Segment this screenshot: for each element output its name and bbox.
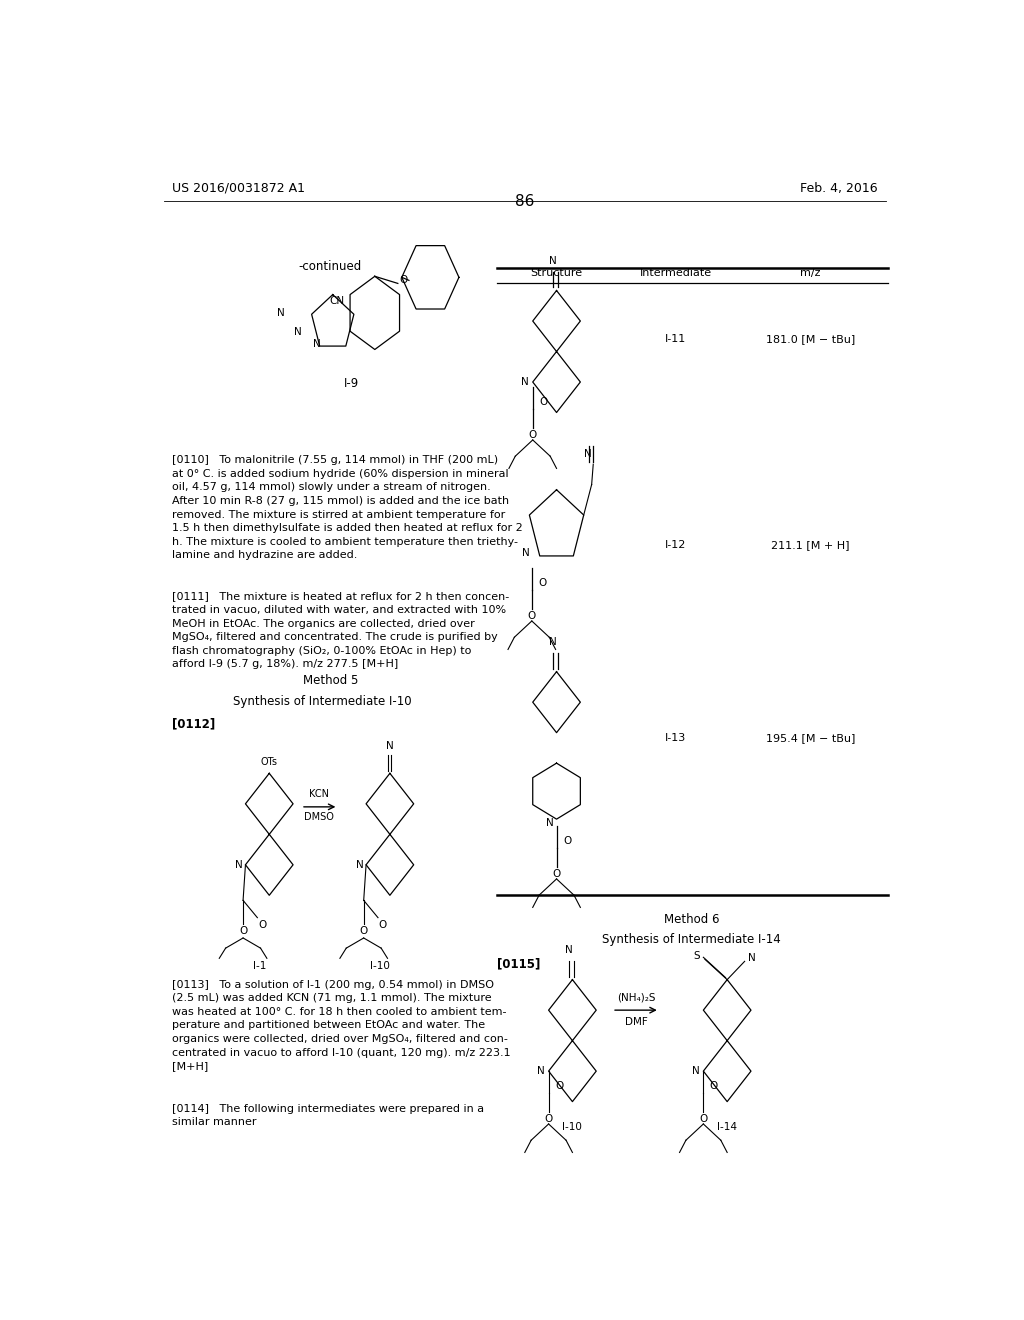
- Text: Structure: Structure: [530, 268, 583, 279]
- Text: O: O: [528, 430, 537, 440]
- Text: I-10: I-10: [371, 961, 390, 972]
- Text: N: N: [584, 449, 592, 459]
- Text: Synthesis of Intermediate I-14: Synthesis of Intermediate I-14: [602, 933, 781, 946]
- Text: I-14: I-14: [717, 1122, 737, 1133]
- Text: N: N: [356, 859, 364, 870]
- Text: N: N: [748, 953, 756, 964]
- Text: 181.0 [M − tBu]: 181.0 [M − tBu]: [766, 334, 855, 345]
- Text: N: N: [547, 818, 554, 828]
- Text: I-12: I-12: [665, 540, 686, 549]
- Text: DMSO: DMSO: [304, 812, 334, 822]
- Text: O: O: [539, 578, 547, 589]
- Text: 86: 86: [515, 194, 535, 209]
- Text: KCN: KCN: [309, 789, 330, 799]
- Text: (NH₄)₂S: (NH₄)₂S: [616, 993, 655, 1002]
- Text: O: O: [527, 611, 536, 620]
- Text: [0112]: [0112]: [172, 718, 215, 730]
- Text: N: N: [691, 1067, 699, 1076]
- Text: O: O: [699, 1114, 708, 1123]
- Text: O: O: [710, 1081, 718, 1092]
- Text: N: N: [537, 1067, 545, 1076]
- Text: I-11: I-11: [665, 334, 686, 345]
- Text: N: N: [521, 378, 528, 387]
- Text: [0114]   The following intermediates were prepared in a
similar manner: [0114] The following intermediates were …: [172, 1104, 483, 1127]
- Text: N: N: [549, 638, 556, 647]
- Text: US 2016/0031872 A1: US 2016/0031872 A1: [172, 182, 305, 195]
- Text: O: O: [555, 1081, 563, 1092]
- Text: O: O: [545, 1114, 553, 1123]
- Text: O: O: [258, 920, 266, 929]
- Text: N: N: [549, 256, 556, 267]
- Text: [0110]   To malonitrile (7.55 g, 114 mmol) in THF (200 mL)
at 0° C. is added sod: [0110] To malonitrile (7.55 g, 114 mmol)…: [172, 455, 522, 561]
- Text: N: N: [276, 308, 285, 318]
- Text: O: O: [563, 837, 571, 846]
- Text: 211.1 [M + H]: 211.1 [M + H]: [771, 540, 850, 549]
- Text: O: O: [359, 925, 368, 936]
- Text: N: N: [386, 741, 394, 751]
- Text: N: N: [521, 548, 529, 558]
- Text: Feb. 4, 2016: Feb. 4, 2016: [801, 182, 878, 195]
- Text: I-9: I-9: [344, 378, 359, 389]
- Text: O: O: [399, 276, 408, 285]
- Text: Method 6: Method 6: [664, 912, 719, 925]
- Text: N: N: [236, 859, 243, 870]
- Text: N: N: [564, 945, 572, 956]
- Text: N: N: [294, 327, 302, 337]
- Text: OTs: OTs: [261, 758, 278, 767]
- Text: S: S: [693, 952, 700, 961]
- Text: O: O: [539, 397, 548, 408]
- Text: DMF: DMF: [625, 1018, 647, 1027]
- Text: I-13: I-13: [665, 733, 686, 743]
- Text: 195.4 [M − tBu]: 195.4 [M − tBu]: [766, 733, 855, 743]
- Text: I-1: I-1: [253, 961, 266, 972]
- Text: I-10: I-10: [562, 1122, 583, 1133]
- Text: [0111]   The mixture is heated at reflux for 2 h then concen-
trated in vacuo, d: [0111] The mixture is heated at reflux f…: [172, 591, 509, 669]
- Text: N: N: [313, 339, 321, 350]
- Text: O: O: [552, 869, 561, 879]
- Text: Synthesis of Intermediate I-10: Synthesis of Intermediate I-10: [233, 696, 412, 708]
- Text: O: O: [239, 925, 247, 936]
- Text: -continued: -continued: [299, 260, 361, 273]
- Text: [0113]   To a solution of I-1 (200 mg, 0.54 mmol) in DMSO
(2.5 mL) was added KCN: [0113] To a solution of I-1 (200 mg, 0.5…: [172, 979, 510, 1072]
- Text: m/z: m/z: [800, 268, 821, 279]
- Text: O: O: [379, 920, 387, 929]
- Text: CN: CN: [330, 296, 345, 306]
- Text: [0115]: [0115]: [497, 957, 541, 970]
- Text: Method 5: Method 5: [303, 673, 358, 686]
- Text: Intermediate: Intermediate: [640, 268, 712, 279]
